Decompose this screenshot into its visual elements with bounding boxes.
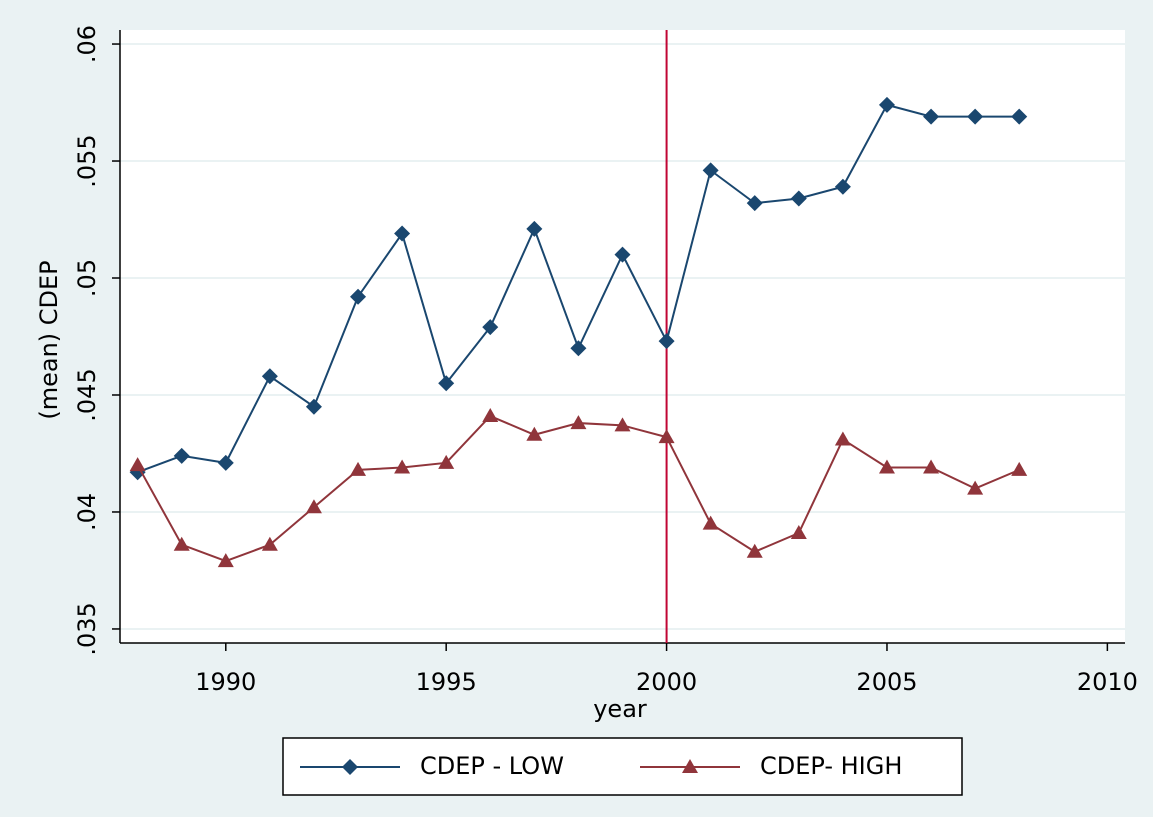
marker <box>967 108 984 125</box>
marker <box>129 457 146 472</box>
legend-label: CDEP - LOW <box>420 752 564 780</box>
marker <box>614 417 631 432</box>
marker <box>438 454 455 469</box>
marker <box>394 225 411 242</box>
marker <box>438 375 455 392</box>
marker <box>217 454 234 471</box>
marker <box>658 333 675 350</box>
marker <box>350 288 367 305</box>
x-tick-label: 2005 <box>856 668 917 696</box>
marker <box>923 459 940 474</box>
marker <box>682 759 698 773</box>
plot-area <box>120 30 1125 643</box>
legend-label: CDEP- HIGH <box>760 752 902 780</box>
marker <box>350 461 367 476</box>
marker <box>967 480 984 495</box>
y-axis-title: (mean) CDEP <box>35 260 63 419</box>
marker <box>217 553 234 568</box>
y-tick-label: .05 <box>73 259 101 297</box>
marker <box>261 536 278 551</box>
marker <box>482 319 499 336</box>
marker <box>526 220 543 237</box>
marker <box>658 429 675 444</box>
x-tick-label: 2010 <box>1077 668 1138 696</box>
marker <box>746 195 763 212</box>
x-tick-label: 1990 <box>195 668 256 696</box>
marker <box>570 415 587 430</box>
marker <box>790 190 807 207</box>
marker <box>834 178 851 195</box>
marker <box>261 368 278 385</box>
marker <box>614 246 631 263</box>
marker <box>482 408 499 423</box>
marker <box>790 525 807 540</box>
y-tick-label: .055 <box>73 134 101 187</box>
x-tick-label: 1995 <box>416 668 477 696</box>
marker <box>173 536 190 551</box>
y-tick-label: .06 <box>73 25 101 63</box>
marker <box>526 426 543 441</box>
marker <box>1011 108 1028 125</box>
y-tick-label: .045 <box>73 368 101 421</box>
x-tick-label: 2000 <box>636 668 697 696</box>
marker <box>878 459 895 474</box>
x-axis-title: year <box>593 695 647 723</box>
marker <box>702 162 719 179</box>
marker <box>923 108 940 125</box>
y-tick-label: .04 <box>73 493 101 531</box>
marker <box>305 499 322 514</box>
marker <box>394 459 411 474</box>
marker <box>173 447 190 464</box>
marker <box>1011 461 1028 476</box>
marker <box>305 398 322 415</box>
y-tick-label: .035 <box>73 602 101 655</box>
marker <box>878 96 895 113</box>
marker <box>342 759 358 775</box>
marker <box>570 340 587 357</box>
marker <box>746 543 763 558</box>
marker <box>702 515 719 530</box>
marker <box>834 431 851 446</box>
